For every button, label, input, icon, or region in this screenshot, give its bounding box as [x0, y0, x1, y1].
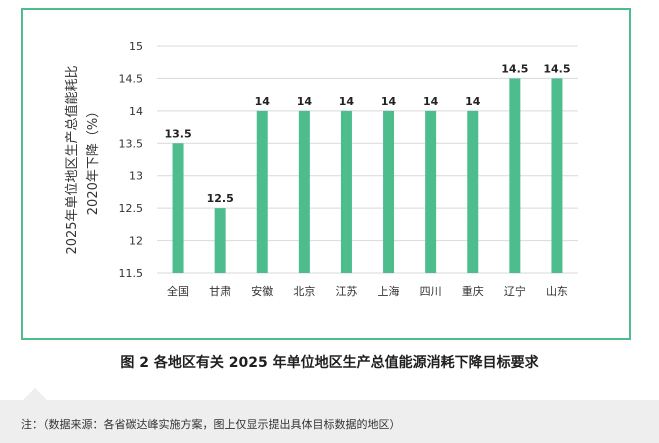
bar — [214, 208, 226, 273]
y-tick-label: 14 — [129, 105, 143, 118]
bar — [383, 110, 395, 273]
bar-value-label: 14 — [255, 95, 271, 108]
bar — [509, 78, 521, 273]
note-bar — [0, 400, 659, 443]
y-tick-label: 13.5 — [119, 137, 144, 150]
chart-frame — [21, 8, 631, 340]
y-axis-label-line2: 2020年下降（%） — [86, 105, 101, 215]
x-category-label: 山东 — [546, 285, 568, 298]
bar — [172, 143, 184, 273]
x-category-label: 江苏 — [335, 285, 357, 298]
x-category-label: 上海 — [378, 284, 400, 298]
note-notch — [22, 388, 48, 401]
y-axis-label-line1: 2025年单位地区生产总值能耗比 — [64, 65, 80, 254]
bar-value-label: 14 — [339, 95, 355, 108]
note-text: 注：（数据来源：各省碳达峰实施方案，图上仅显示提出具体目标数据的地区） — [21, 418, 401, 431]
bar-value-label: 13.5 — [164, 127, 191, 140]
bar — [551, 78, 563, 273]
bar-value-label: 14 — [297, 95, 313, 108]
bar-value-label: 14 — [423, 95, 439, 108]
figure-caption: 图 2 各地区有关 2025 年单位地区生产总值能源消耗下降目标要求 — [120, 355, 539, 371]
bar-value-label: 14.5 — [543, 62, 570, 75]
bar-chart: 11.5 12 12.5 13 13.5 14 14.5 15 2025年单位地区生产总值能耗比… — [64, 40, 578, 298]
bar-value-label: 14.5 — [501, 62, 528, 75]
y-tick-label: 12 — [129, 235, 143, 248]
bar-value-label: 14 — [381, 95, 397, 108]
bar — [425, 110, 437, 273]
bar — [298, 110, 310, 273]
y-tick-label: 13 — [129, 170, 143, 183]
bar — [256, 110, 268, 273]
x-category-label: 安徽 — [251, 284, 273, 298]
bar — [340, 110, 352, 273]
bar-value-label: 12.5 — [207, 192, 234, 205]
bar — [467, 110, 479, 273]
x-category-label: 辽宁 — [504, 284, 526, 298]
x-category-label: 四川 — [420, 285, 442, 298]
bar-value-label: 14 — [465, 95, 481, 108]
y-tick-label: 11.5 — [119, 267, 144, 280]
y-tick-label: 14.5 — [119, 72, 144, 85]
y-tick-label: 12.5 — [119, 202, 144, 215]
x-category-label: 甘肃 — [209, 285, 231, 298]
x-category-label: 重庆 — [462, 284, 484, 298]
x-category-label: 全国 — [167, 284, 189, 298]
y-tick-label: 15 — [129, 40, 143, 53]
x-category-label: 北京 — [293, 284, 315, 298]
